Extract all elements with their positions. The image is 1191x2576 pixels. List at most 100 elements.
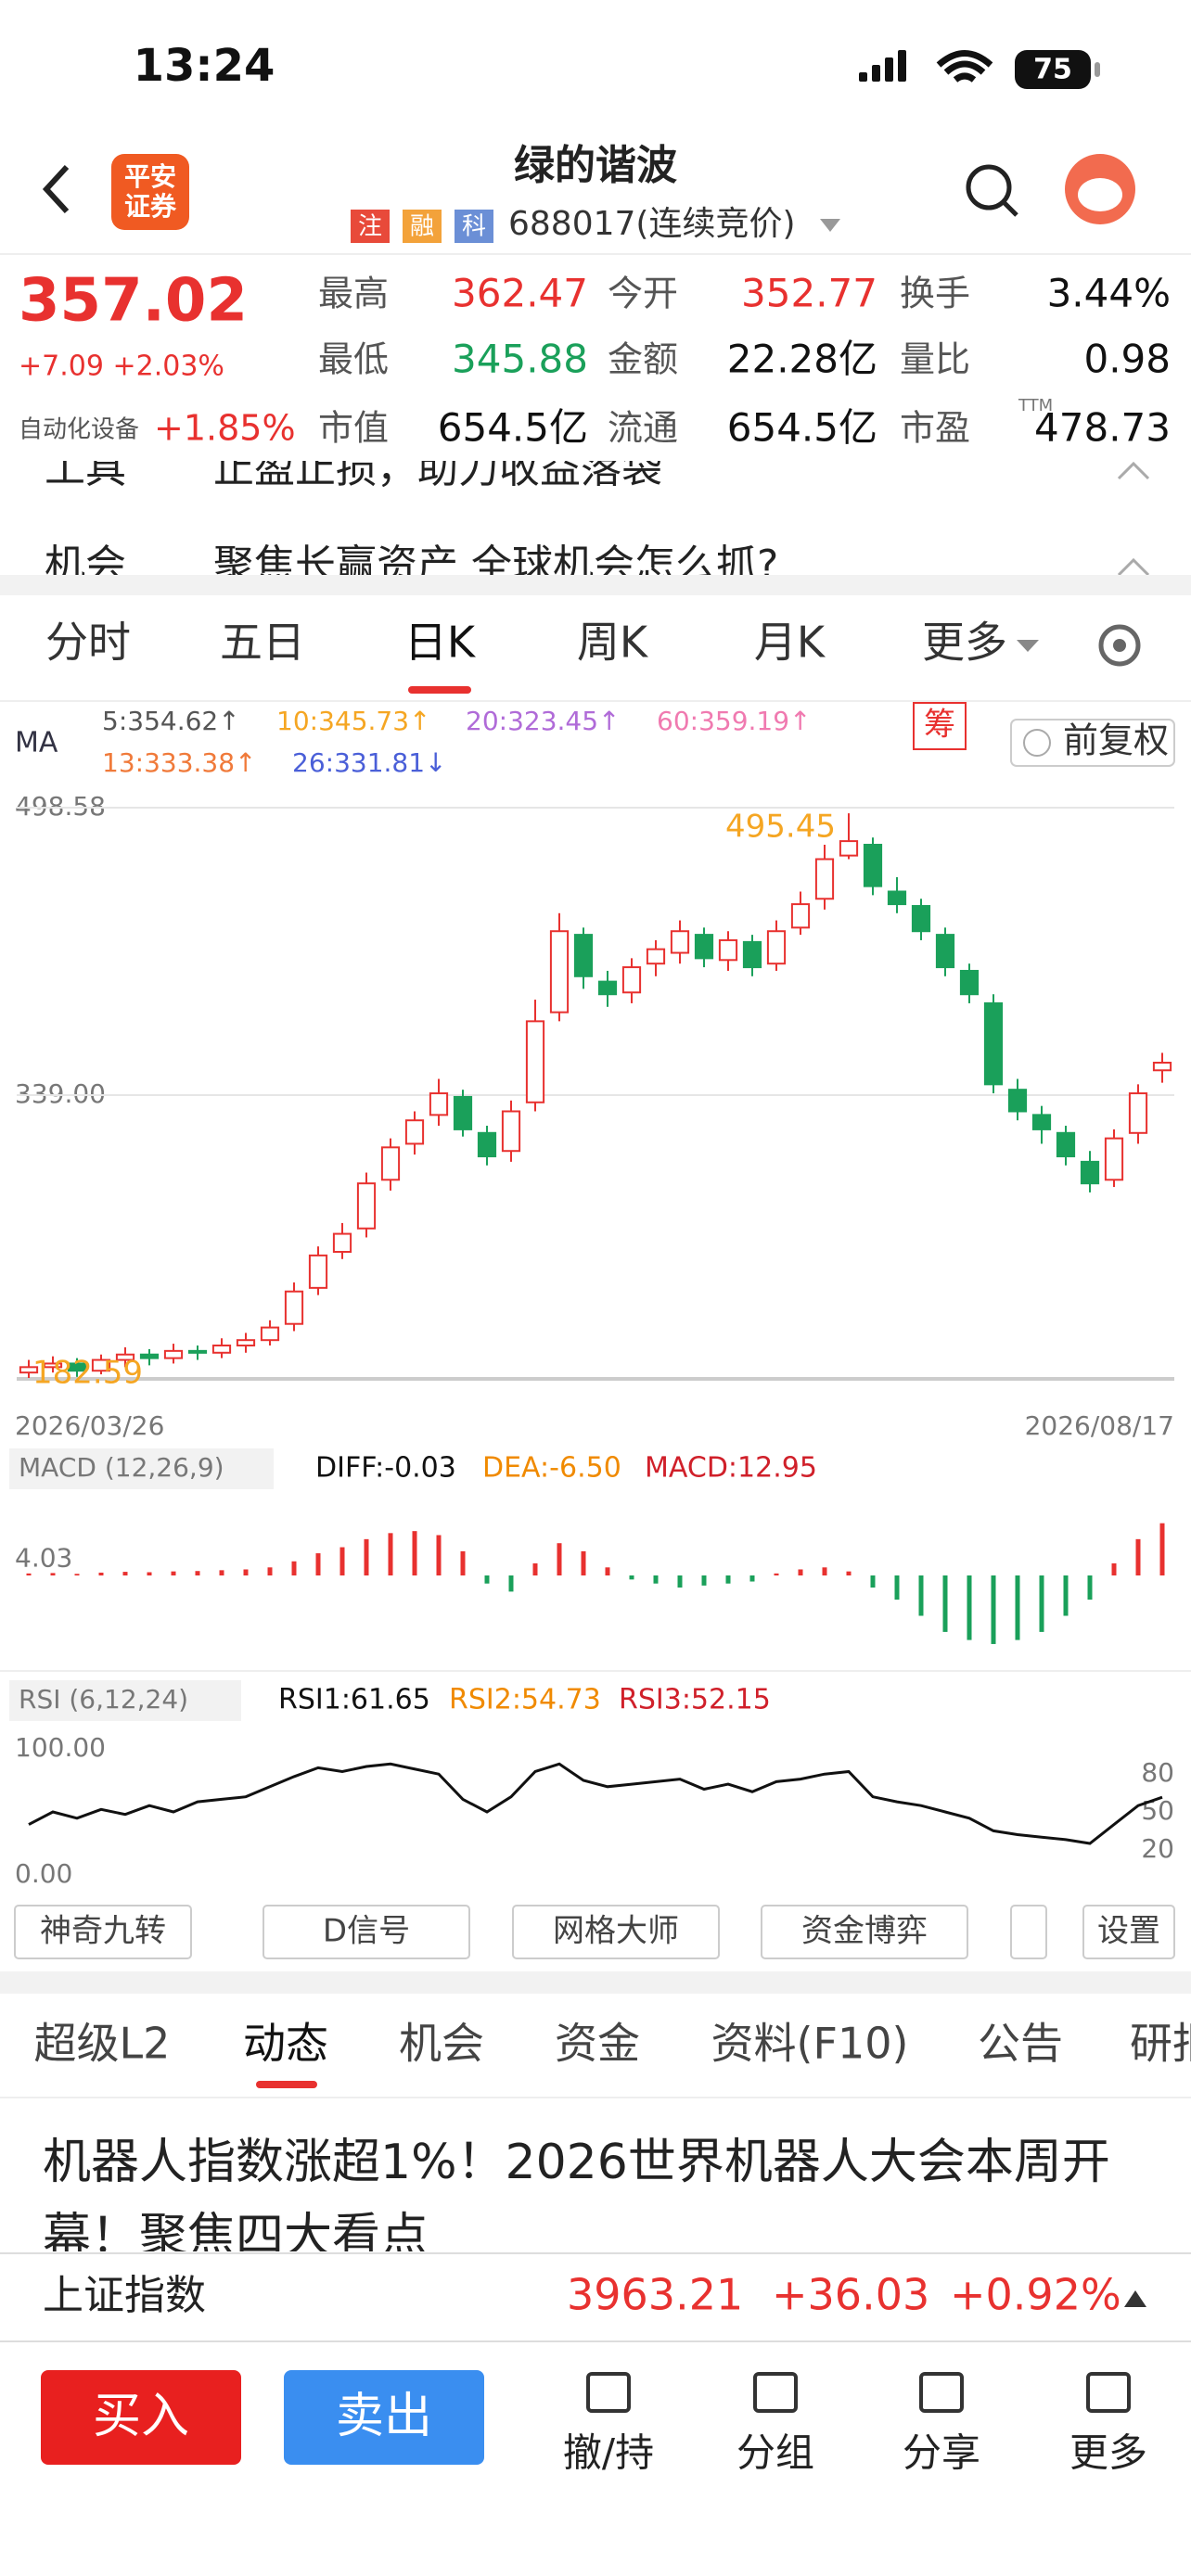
gap [0,575,1191,595]
macd-bar [219,1570,224,1575]
index-change: +36.03 [772,2270,929,2320]
field-label: 市值 [318,408,389,449]
macd-bar [798,1569,803,1575]
macd-bar [74,1574,80,1575]
action-icon[interactable] [586,2372,631,2413]
macd-bar [532,1562,538,1575]
rsi-line [28,1762,1163,1845]
tool-button[interactable] [1082,1905,1175,1959]
settings-gear[interactable] [1098,624,1141,667]
ma-item: 26:331.81↓ [292,747,447,778]
ma-item: 10:345.73↑ [276,706,431,736]
candle-body [766,930,787,965]
info-tab[interactable]: 资金 [555,2019,640,2069]
chip-box[interactable] [913,702,967,750]
tool-button [1010,1905,1047,1959]
y-tick-label: 498.58 [15,791,106,822]
macd-bar [918,1575,924,1616]
dropdown-arrow[interactable] [820,219,840,232]
macd-bar [1135,1538,1141,1575]
macd-bar [1039,1575,1044,1632]
info-tab[interactable]: 研报 [1130,2019,1191,2069]
field-value: 0.98 [1083,337,1171,382]
banner-text[interactable]: 止盈止损，助力收益落袋 [213,445,662,492]
field-label: 换手 [900,274,970,314]
field-sup: TTM [1018,396,1053,415]
macd-bar [388,1533,393,1575]
candle-body [646,948,666,965]
candle-body [429,1092,449,1116]
sell-button[interactable] [284,2370,484,2465]
tool-button[interactable] [14,1905,192,1959]
field-value: 362.47 [452,271,588,316]
action-label: 撤/持 [563,2430,654,2476]
info-tab[interactable]: 机会 [399,2019,484,2069]
macd-bar [147,1572,152,1575]
tag-badge [403,210,442,243]
tool-label: 神奇九转 [40,1913,166,1950]
candle-body [501,1110,521,1153]
candle-body [1104,1137,1124,1181]
sector-name: 自动化设备 [19,416,139,444]
candle-body [380,1146,401,1181]
tool-button[interactable] [512,1905,720,1959]
macd-bar [436,1535,442,1575]
macd-bar [508,1575,514,1592]
battery-level: 75 [1033,54,1072,86]
action-icon[interactable] [1086,2372,1131,2413]
candle-body [1152,1061,1172,1072]
candle-body [1128,1092,1148,1134]
macd-bar [870,1575,876,1588]
field-label: 今开 [608,274,678,314]
chart-tab[interactable]: 分时 [45,618,131,668]
candle-body [718,938,738,962]
news-headline[interactable]: 机器人指数涨超1%！2026世界机器人大会本周开幕！聚焦四大看点 [43,2135,1110,2251]
panel-title: MACD (12,26,9) [19,1452,224,1483]
macd-bar [991,1575,996,1644]
tag-badge [351,210,390,243]
y-tick-label: 20 [1141,1833,1174,1864]
info-tab[interactable]: 超级L2 [34,2019,171,2069]
macd-bar [98,1572,104,1575]
search-button[interactable] [966,164,1018,217]
assistant-avatar[interactable] [1065,154,1135,224]
macd-bar [774,1573,779,1575]
info-tab[interactable]: 公告 [978,2019,1063,2069]
action-icon[interactable] [753,2372,798,2413]
index-value: 3963.21 [567,2270,743,2320]
buy-button[interactable] [41,2370,241,2465]
tag: 科 [462,213,486,241]
action-icon[interactable] [919,2372,964,2413]
info-icon [1023,729,1051,757]
candle-body [1031,1114,1052,1130]
panel-legend: DEA:-6.50 [482,1452,621,1485]
chart-tab[interactable]: 更多 [922,618,1007,668]
macd-bar [460,1550,466,1575]
candle-body [887,890,907,906]
tool-button[interactable] [761,1905,968,1959]
tool-button[interactable] [263,1905,470,1959]
chart-tab[interactable]: 五日 [220,618,305,668]
expand-arrow[interactable] [1124,2290,1146,2307]
adjust-label: 前复权 [1063,721,1169,761]
macd-bar [581,1550,586,1575]
back-button[interactable] [42,164,70,214]
macd-bar [725,1575,731,1584]
adjust-box[interactable] [1010,719,1175,767]
candle-body [911,905,931,933]
candle-body [1080,1160,1100,1185]
candle-body [694,934,714,960]
chart-tab[interactable]: 月K [754,618,826,668]
y-tick-label: 100.00 [15,1732,106,1763]
chart-tab[interactable]: 周K [577,618,649,668]
banner-text[interactable]: 聚焦长赢资产 全球机会怎么抓? [213,542,778,589]
stock-code: 688017(连续竞价) [508,205,796,243]
info-tab[interactable]: 动态 [243,2019,328,2069]
candle-body [91,1358,111,1372]
candle-body [814,858,835,900]
chart-tab[interactable]: 日K [404,618,477,668]
info-tab[interactable]: 资料(F10) [711,2019,909,2069]
candle-body [935,934,955,969]
status-icons [859,50,1100,89]
